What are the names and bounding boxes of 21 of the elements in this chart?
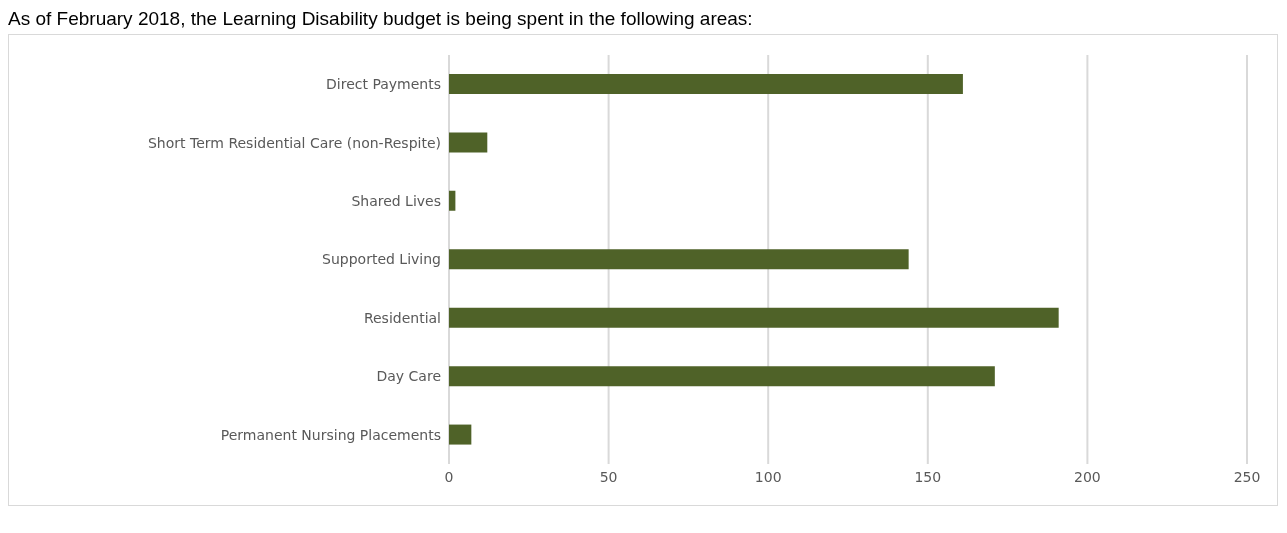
- x-tick-label: 250: [1233, 468, 1261, 485]
- y-tick-label: Short Term Residential Care (non-Respite): [147, 134, 441, 151]
- x-tick-label: 0: [444, 468, 454, 485]
- y-tick-label: Residential: [363, 309, 441, 326]
- bar: [449, 366, 995, 387]
- x-tick-label: 100: [754, 468, 782, 485]
- y-tick-label: Permanent Nursing Placements: [220, 426, 441, 443]
- bar: [449, 132, 488, 153]
- bar: [449, 424, 472, 445]
- bar: [449, 190, 456, 211]
- bar: [449, 307, 1059, 328]
- bar: [449, 74, 963, 94]
- y-tick-label: Supported Living: [322, 251, 441, 268]
- x-tick-label: 50: [599, 468, 618, 485]
- x-tick-label: 200: [1074, 468, 1101, 485]
- y-tick-label: Shared Lives: [351, 193, 441, 210]
- x-tick-label: 150: [914, 468, 942, 485]
- chart-title: As of February 2018, the Learning Disability budget is being spent in the following areas:: [8, 8, 754, 30]
- bar: [449, 249, 909, 270]
- y-tick-label: Day Care: [376, 368, 441, 385]
- y-tick-label: Direct Payments: [326, 76, 441, 93]
